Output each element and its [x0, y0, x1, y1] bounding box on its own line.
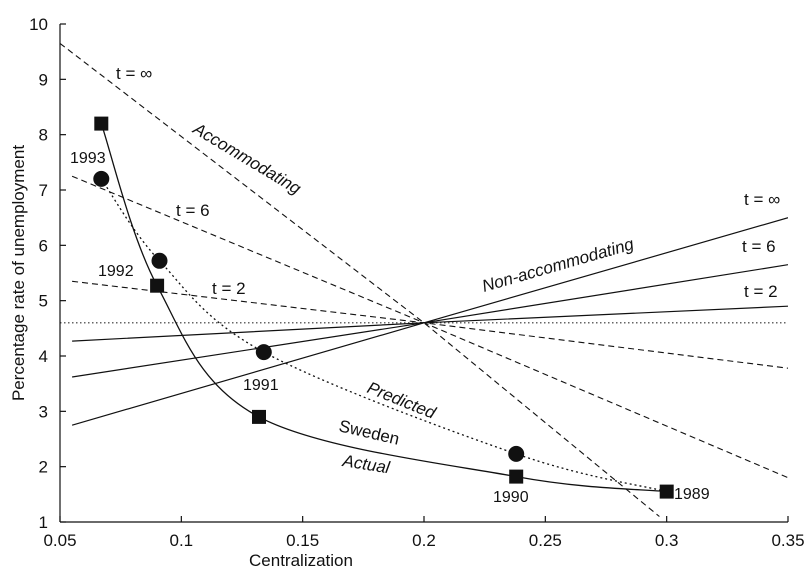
label-acc-t-2: t = 2 [212, 279, 246, 298]
actual-point-1993 [94, 116, 109, 131]
y-axis-title: Percentage rate of unemployment [9, 145, 28, 401]
y-tick-label: 4 [39, 347, 48, 366]
annotation-actual: Actual [340, 451, 392, 478]
year-label-1992: 1992 [98, 263, 134, 280]
y-tick-label: 2 [39, 458, 48, 477]
actual-point-1992 [150, 278, 165, 293]
y-tick-label: 10 [29, 15, 48, 34]
y-tick-label: 1 [39, 513, 48, 532]
year-label-1993: 1993 [70, 150, 106, 167]
annotation-non-accommodating: Non-accommodating [480, 234, 637, 296]
predicted-point-1993 [93, 170, 110, 187]
x-tick-label: 0.2 [412, 531, 436, 550]
predicted-point-1992 [151, 252, 168, 269]
series-line-predicted [100, 178, 667, 493]
predicted-point-1991 [255, 344, 272, 361]
x-tick-label: 0.15 [286, 531, 319, 550]
series-line-nonaccommodating-t-2 [72, 305, 788, 342]
x-tick-label: 0.1 [170, 531, 194, 550]
y-tick-label: 3 [39, 402, 48, 421]
x-tick-label: 0.05 [43, 531, 76, 550]
x-tick-label: 0.35 [771, 531, 804, 550]
label-nonacc-t-2: t = 2 [744, 282, 778, 301]
x-ticks: 0.05 0.1 0.15 0.2 0.25 0.3 0.35 [43, 516, 805, 550]
actual-point-1989 [659, 484, 674, 499]
y-tick-label: 6 [39, 236, 48, 255]
annotation-sweden: Sweden [337, 416, 401, 448]
y-tick-label: 7 [39, 181, 48, 200]
y-tick-label: 8 [39, 126, 48, 145]
predicted-point-1990 [508, 445, 525, 462]
label-acc-t-6: t = 6 [176, 201, 210, 220]
series-line-accommodating-t-inf [60, 42, 660, 517]
year-label-1990: 1990 [493, 489, 529, 506]
year-label-1989: 1989 [674, 486, 710, 503]
y-ticks: 1 2 3 4 5 6 7 8 9 10 [29, 15, 66, 532]
actual-point-1990 [509, 469, 524, 484]
series-line-accommodating-t-2 [72, 280, 788, 369]
x-tick-label: 0.3 [655, 531, 679, 550]
x-axis-title: Centralization [249, 551, 353, 568]
label-nonacc-t-6: t = 6 [742, 237, 776, 256]
label-acc-t-inf: t = ∞ [116, 64, 152, 83]
y-tick-label: 9 [39, 70, 48, 89]
actual-point-1991 [252, 409, 266, 424]
label-nonacc-t-inf: t = ∞ [744, 190, 780, 209]
series-line-accommodating-t-6 [71, 175, 788, 479]
x-tick-label: 0.25 [529, 531, 562, 550]
y-tick-label: 5 [39, 292, 48, 311]
year-label-1991: 1991 [243, 377, 279, 394]
annotation-predicted: Predicted [365, 378, 439, 423]
